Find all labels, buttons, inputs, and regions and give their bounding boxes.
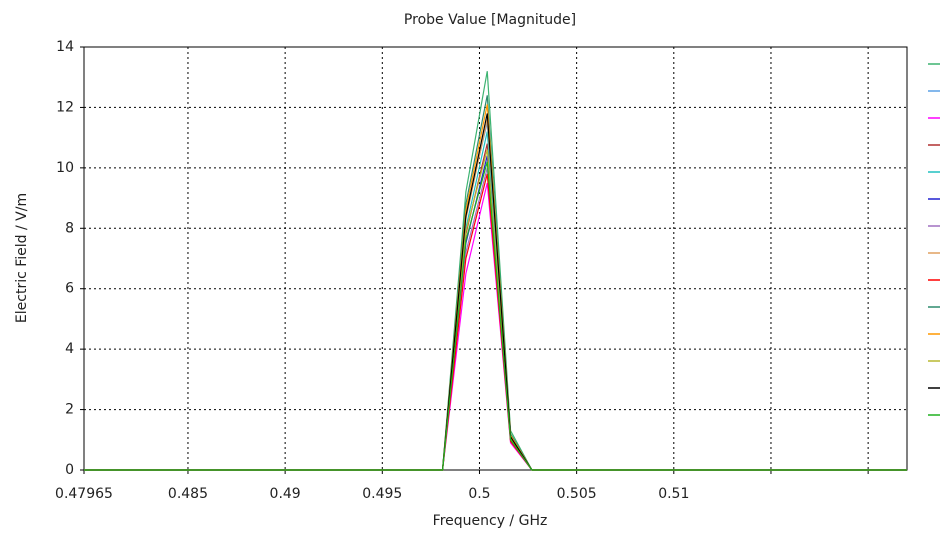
y-tick-label: 14 [56,39,74,55]
x-tick-label: 0.51 [658,486,689,502]
x-axis-label: Frequency / GHz [433,513,548,529]
y-axis-label: Electric Field / V/m [14,193,30,323]
x-tick-label: 0.495 [362,486,402,502]
x-tick-label: 0.505 [557,486,597,502]
y-tick-label: 6 [65,281,74,297]
y-tick-label: 2 [65,402,74,418]
y-tick-label: 10 [56,160,74,176]
series-line [84,161,907,471]
x-tick-label: 0.47965 [55,486,113,502]
y-tick-label: 12 [56,99,74,115]
x-tick-label: 0.485 [168,486,208,502]
x-tick-label: 0.49 [270,486,301,502]
x-tick-label: 0.5 [468,486,490,502]
y-tick-label: 8 [65,220,74,236]
chart-title: Probe Value [Magnitude] [404,12,576,28]
y-tick-label: 4 [65,341,74,357]
y-tick-label: 0 [65,462,74,478]
